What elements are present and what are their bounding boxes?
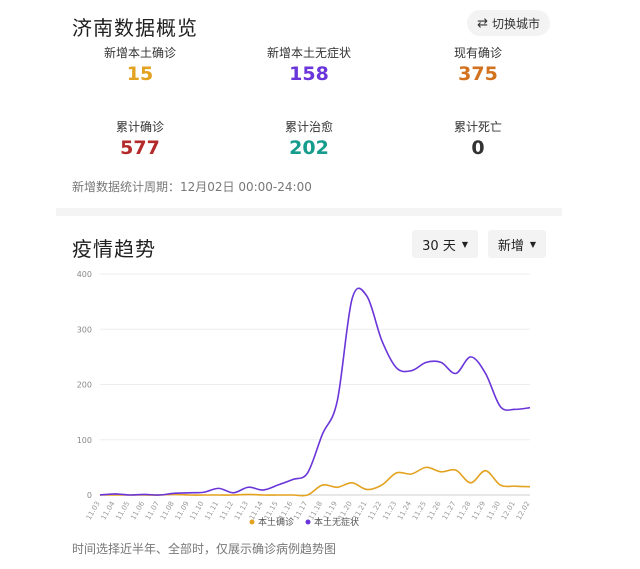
y-tick-label: 300	[77, 325, 92, 334]
type-dropdown-label: 新增	[497, 238, 524, 254]
stat-value: 15	[126, 63, 154, 85]
trend-card: 疫情趋势 30 天 ▼ 新增 ▼ 0 100 200 300 400 11.03 11.04…	[56, 216, 562, 569]
overview-card: 济南数据概览 ⇄ 切换城市 新增本土确诊 15 新增本土无症状 158 现有确诊…	[56, 0, 562, 208]
range-dropdown[interactable]: 30 天 ▼	[412, 230, 478, 258]
stat-value: 375	[458, 63, 498, 85]
stat-value: 158	[289, 63, 329, 85]
caret-down-icon: ▼	[529, 239, 536, 249]
legend-label: 本土确诊	[258, 516, 294, 528]
stat-label: 累计治愈	[284, 120, 333, 134]
overview-title: 济南数据概览	[72, 16, 198, 40]
y-tick-label: 100	[77, 436, 92, 445]
stat-value: 202	[289, 137, 329, 159]
section-divider	[56, 208, 562, 216]
y-tick-label: 0	[87, 491, 92, 500]
stat-label: 新增本土确诊	[103, 46, 176, 60]
stat-item: 累计死亡 0	[394, 118, 562, 159]
legend-marker	[249, 519, 255, 525]
caret-down-icon: ▼	[461, 239, 468, 249]
legend-label: 本土无症状	[314, 516, 359, 528]
stat-item: 新增本土确诊 15	[56, 44, 224, 85]
stat-item: 现有确诊 375	[394, 44, 562, 85]
stat-item: 累计确诊 577	[56, 118, 224, 159]
trend-title: 疫情趋势	[72, 237, 156, 261]
switch-city-label: 切换城市	[491, 16, 540, 31]
trend-note: 时间选择近半年、全部时，仅展示确诊病例趋势图	[72, 542, 337, 556]
stat-label: 现有确诊	[453, 46, 502, 60]
stat-value: 577	[120, 137, 160, 159]
stat-item: 新增本土无症状 158	[225, 44, 393, 85]
trend-chart: 010020030040011.0311.0411.0511.0611.0711…	[77, 270, 532, 528]
stat-item: 累计治愈 202	[225, 118, 393, 159]
series-line-0	[99, 466, 531, 497]
stat-label: 新增本土无症状	[266, 46, 351, 60]
range-dropdown-label: 30 天	[422, 238, 456, 254]
swap-icon: ⇄	[477, 15, 488, 31]
series-line-1	[99, 287, 531, 496]
legend-marker	[305, 519, 311, 525]
x-tick-label: 12.02	[515, 500, 532, 521]
type-dropdown[interactable]: 新增 ▼	[487, 230, 546, 258]
stat-value: 0	[471, 137, 485, 159]
switch-city-button[interactable]: ⇄ 切换城市	[467, 10, 550, 36]
stat-label: 累计死亡	[453, 120, 502, 134]
stat-label: 累计确诊	[115, 120, 164, 134]
y-tick-label: 200	[77, 381, 92, 390]
y-tick-label: 400	[77, 270, 92, 279]
stat-period-note: 新增数据统计周期：12月02日 00:00-24:00	[72, 180, 312, 194]
